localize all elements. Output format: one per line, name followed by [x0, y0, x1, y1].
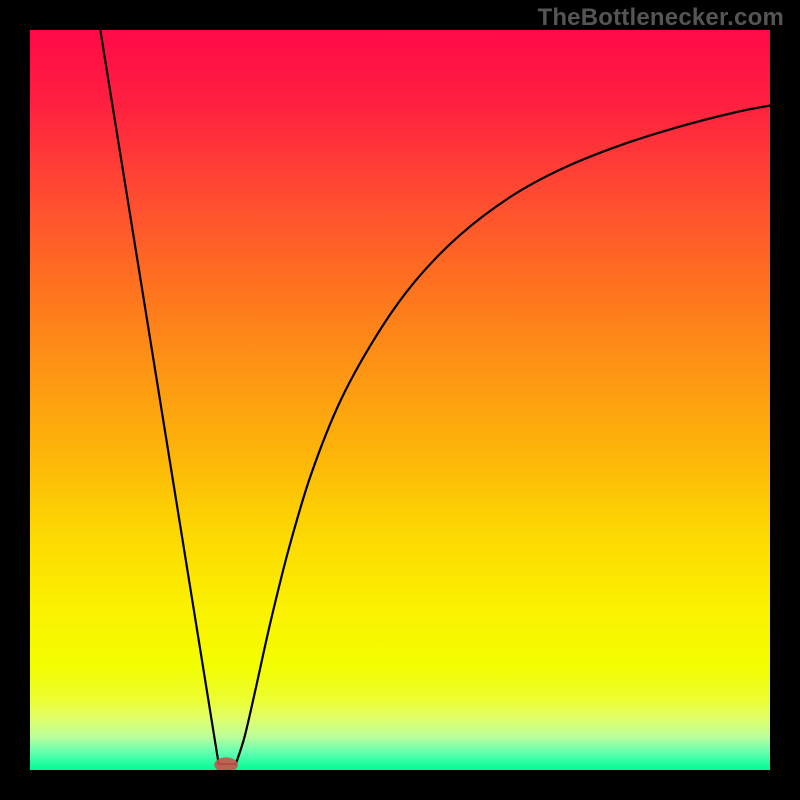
bottleneck-chart-svg [0, 0, 800, 800]
optimal-point-marker [214, 757, 238, 772]
chart-frame: TheBottlenecker.com [0, 0, 800, 800]
watermark-text: TheBottlenecker.com [537, 4, 784, 32]
gradient-background [30, 30, 770, 770]
